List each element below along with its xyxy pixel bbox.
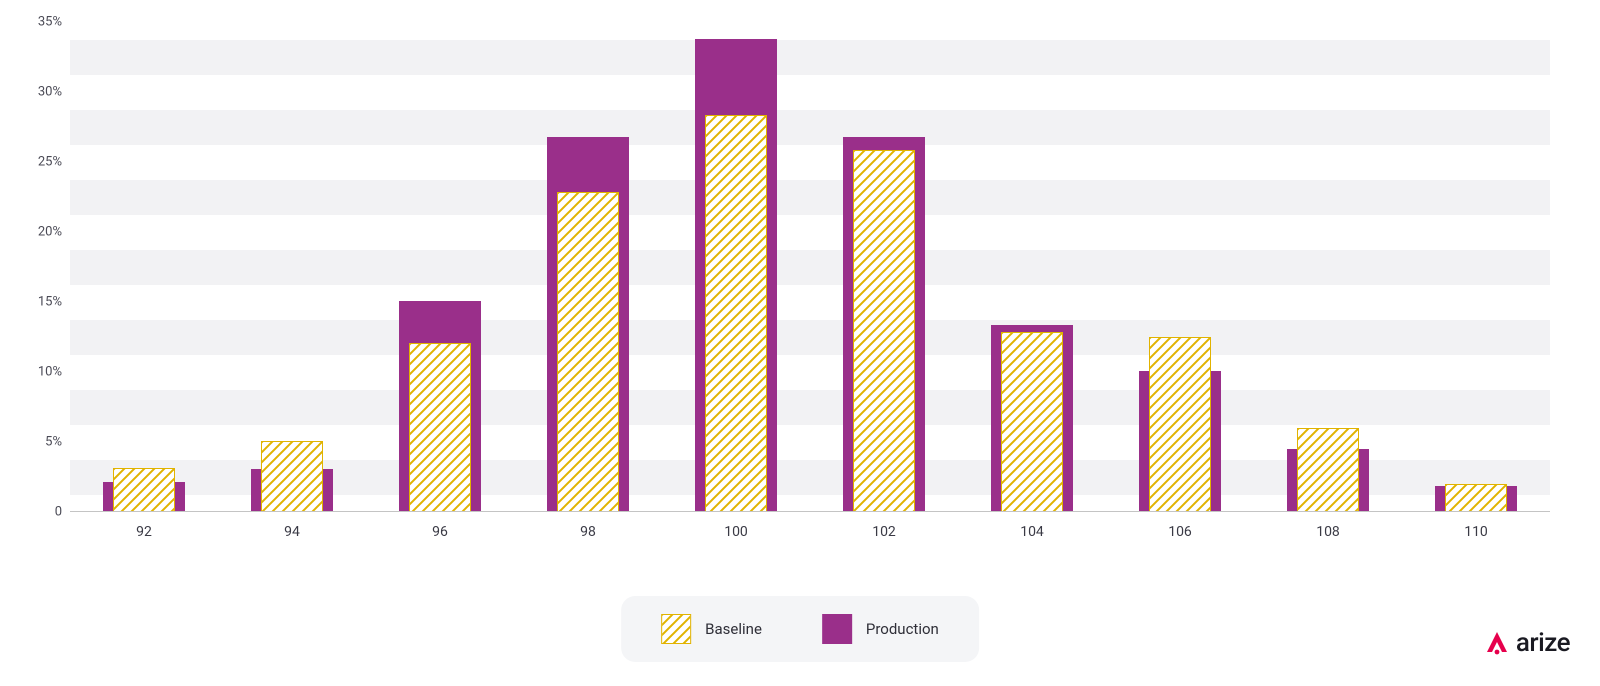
distribution-chart: 05%10%15%20%25%30%35% 929496981001021041… [20,22,1550,552]
x-tick-label: 108 [1316,524,1340,540]
legend-item-baseline: Baseline [661,614,762,644]
y-tick-label: 15% [38,295,62,310]
x-tick-label: 94 [284,524,300,540]
baseline-bar [261,441,323,511]
y-tick-label: 5% [45,435,62,450]
baseline-bar [409,343,471,511]
bar-group [1287,21,1368,511]
baseline-bar [1445,484,1507,511]
y-tick-label: 35% [38,15,62,30]
x-tick-label: 100 [724,524,748,540]
y-axis: 05%10%15%20%25%30%35% [20,22,70,512]
x-tick-label: 110 [1464,524,1488,540]
baseline-bar [1149,337,1211,511]
baseline-bar [705,115,767,511]
bar-group [1435,21,1516,511]
bar-group [695,21,776,511]
x-tick-label: 102 [872,524,896,540]
legend-label-production: Production [866,620,939,638]
x-axis: 92 94 96 98 100 102 104 106 108 110 [70,520,1550,544]
production-swatch [822,614,852,644]
bar-group [1139,21,1220,511]
y-tick-label: 10% [38,365,62,380]
plot-area [70,22,1550,512]
x-tick-label: 92 [136,524,152,540]
baseline-bar [1001,332,1063,511]
x-tick-label: 104 [1020,524,1044,540]
arize-logo: arize [1484,628,1570,658]
chart-legend: Baseline Production [621,596,979,662]
x-tick-label: 106 [1168,524,1192,540]
baseline-bar [113,468,175,511]
arize-mark-icon [1484,630,1510,656]
y-tick-label: 20% [38,225,62,240]
y-tick-label: 25% [38,155,62,170]
bar-group [843,21,924,511]
baseline-bar [853,150,915,511]
bar-group [251,21,332,511]
x-tick-label: 96 [432,524,448,540]
baseline-bar [1297,428,1359,511]
legend-label-baseline: Baseline [705,620,762,638]
baseline-bar [557,192,619,511]
legend-item-production: Production [822,614,939,644]
bar-group [399,21,480,511]
y-tick-label: 0 [55,505,62,520]
bar-group [547,21,628,511]
bar-group [991,21,1072,511]
y-tick-label: 30% [38,85,62,100]
bar-group [103,21,184,511]
x-tick-label: 98 [580,524,596,540]
arize-wordmark: arize [1516,628,1570,658]
baseline-swatch [661,614,691,644]
